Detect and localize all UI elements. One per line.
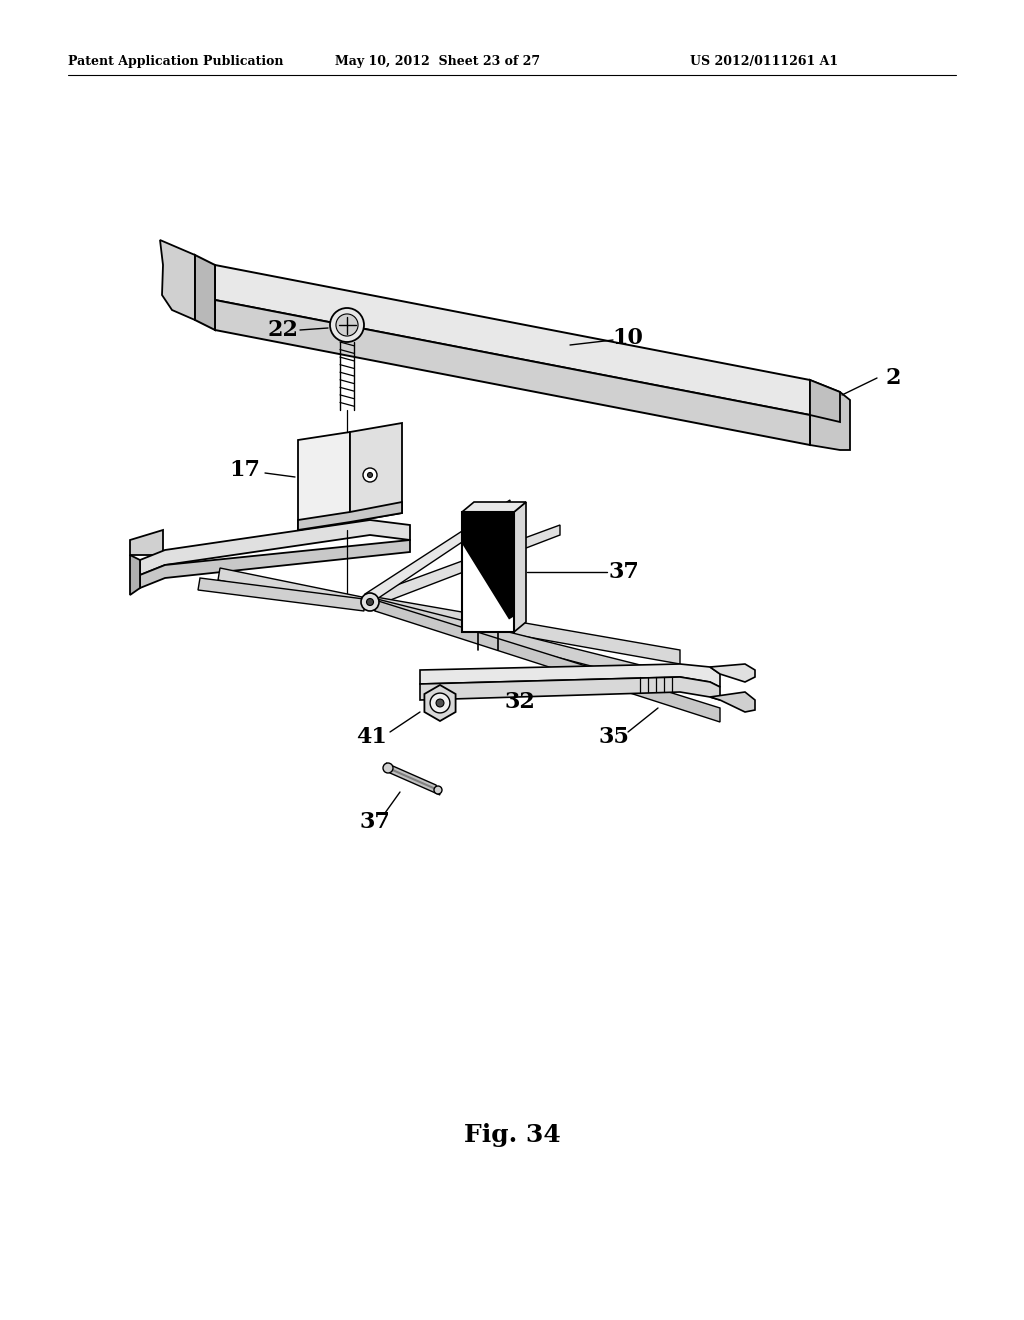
Polygon shape: [710, 692, 755, 711]
Polygon shape: [130, 531, 163, 554]
Polygon shape: [514, 502, 526, 632]
Polygon shape: [160, 240, 195, 319]
Polygon shape: [373, 598, 700, 694]
Circle shape: [361, 593, 379, 611]
Polygon shape: [140, 540, 410, 587]
Polygon shape: [215, 265, 810, 414]
Polygon shape: [424, 685, 456, 721]
Text: May 10, 2012  Sheet 23 of 27: May 10, 2012 Sheet 23 of 27: [336, 55, 541, 69]
Polygon shape: [462, 502, 526, 512]
Circle shape: [430, 693, 450, 713]
Polygon shape: [298, 432, 350, 531]
Circle shape: [336, 314, 358, 337]
Circle shape: [383, 763, 393, 774]
Polygon shape: [420, 677, 720, 700]
Polygon shape: [375, 601, 720, 722]
Polygon shape: [195, 255, 215, 330]
Polygon shape: [810, 380, 840, 422]
Text: 35: 35: [599, 726, 630, 748]
Text: Patent Application Publication: Patent Application Publication: [68, 55, 284, 69]
Text: 32: 32: [505, 690, 536, 713]
Polygon shape: [198, 578, 364, 611]
Polygon shape: [215, 300, 810, 445]
Text: 37: 37: [359, 810, 390, 833]
Polygon shape: [710, 664, 755, 682]
Polygon shape: [218, 568, 362, 610]
Polygon shape: [420, 664, 720, 686]
Circle shape: [434, 785, 442, 795]
Text: Fig. 34: Fig. 34: [464, 1123, 560, 1147]
Text: 10: 10: [612, 327, 643, 348]
Text: 2: 2: [886, 367, 901, 389]
Polygon shape: [350, 422, 402, 521]
Polygon shape: [298, 502, 402, 531]
Text: US 2012/0111261 A1: US 2012/0111261 A1: [690, 55, 838, 69]
Polygon shape: [130, 554, 140, 595]
Circle shape: [330, 308, 364, 342]
Polygon shape: [367, 525, 560, 609]
Text: 37: 37: [608, 561, 639, 583]
Text: 22: 22: [267, 319, 299, 341]
Circle shape: [368, 473, 373, 478]
Polygon shape: [462, 512, 514, 632]
Polygon shape: [386, 763, 440, 795]
Polygon shape: [370, 597, 680, 664]
Text: 17: 17: [229, 459, 260, 480]
Polygon shape: [140, 520, 410, 576]
Circle shape: [436, 700, 444, 708]
Polygon shape: [365, 500, 510, 607]
Circle shape: [362, 469, 377, 482]
Text: 41: 41: [356, 726, 387, 748]
Circle shape: [367, 598, 374, 606]
Polygon shape: [810, 380, 850, 450]
